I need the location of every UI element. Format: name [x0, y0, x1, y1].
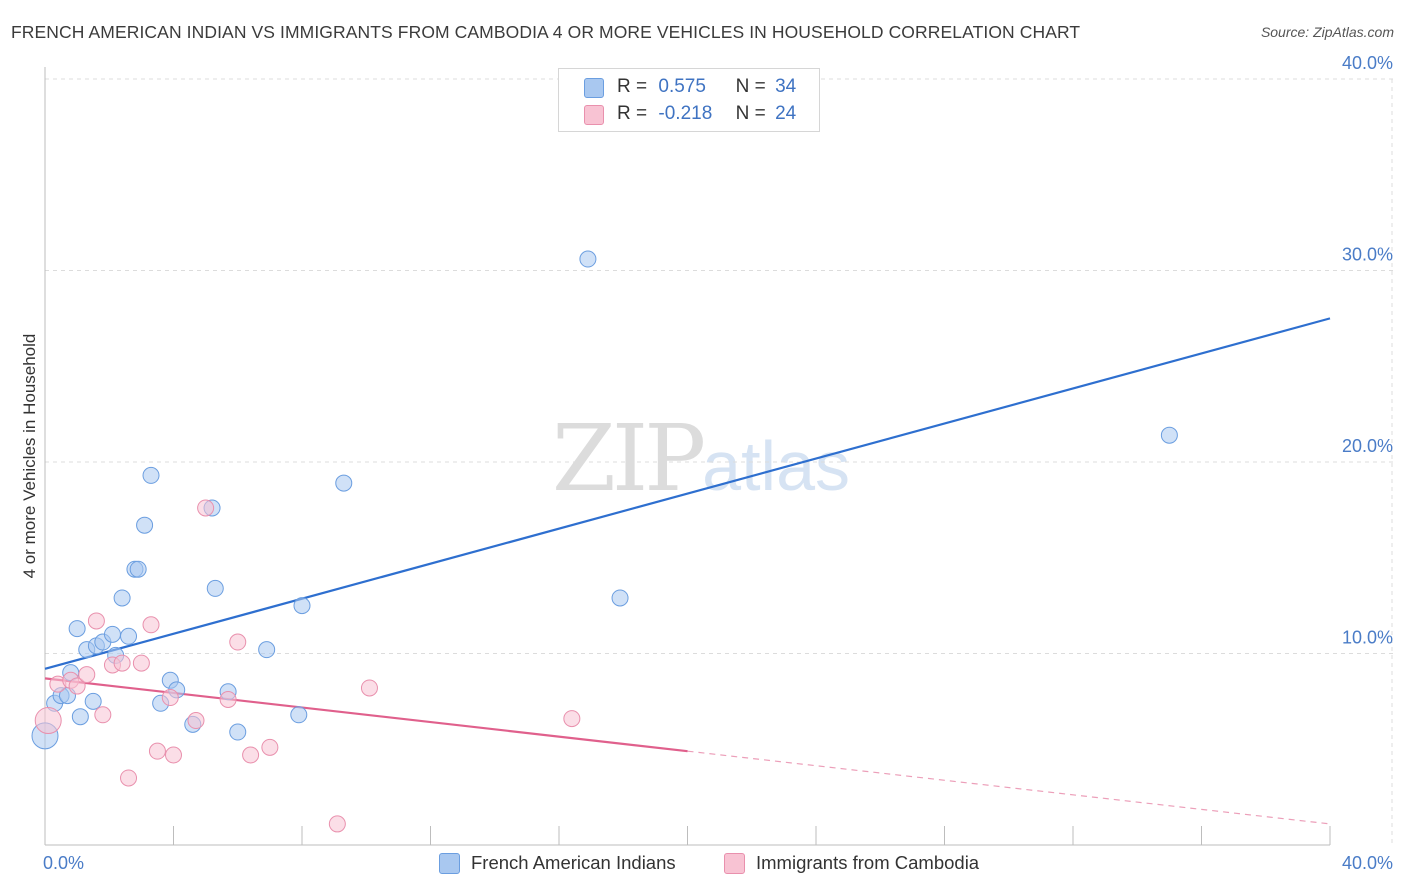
- data-point-series-0: [579, 250, 597, 268]
- data-point-series-1: [242, 746, 260, 764]
- data-point-series-0: [120, 627, 138, 645]
- n-value: 24: [775, 103, 797, 124]
- legend-text: R = 0.575 N = 34: [617, 76, 796, 98]
- data-point-series-0: [136, 516, 154, 534]
- data-point-series-0: [129, 560, 147, 578]
- data-point-series-1: [113, 654, 131, 672]
- watermark-atlas: atlas: [702, 427, 851, 505]
- source-label: Source: ZipAtlas.com: [1260, 24, 1394, 40]
- data-point-series-0: [258, 641, 276, 659]
- data-point-series-0: [103, 625, 121, 643]
- legend-swatch-blue: [584, 78, 604, 98]
- data-point-series-1: [563, 710, 581, 728]
- legend-swatch-pink: [584, 105, 604, 125]
- data-point-series-0: [335, 474, 353, 492]
- data-point-series-1: [120, 769, 138, 787]
- data-point-series-1: [68, 677, 86, 695]
- y-tick-label: 40.0%: [1342, 53, 1393, 73]
- data-point-series-1: [328, 815, 346, 833]
- data-point-series-0: [611, 589, 629, 607]
- data-points: [31, 250, 1178, 833]
- series-name: French American Indians: [471, 852, 676, 873]
- trend-line-extension-1: [687, 750, 1331, 825]
- series-name: Immigrants from Cambodia: [756, 852, 980, 873]
- y-tick-label: 10.0%: [1342, 628, 1393, 648]
- trend-lines: [44, 317, 1331, 825]
- data-point-series-1: [229, 633, 247, 651]
- data-point-series-0: [68, 620, 86, 638]
- data-point-series-1: [142, 616, 160, 634]
- n-label: N =: [735, 103, 766, 124]
- chart-title: FRENCH AMERICAN INDIAN VS IMMIGRANTS FRO…: [11, 22, 1081, 42]
- n-value: 34: [775, 76, 797, 97]
- data-point-series-1: [148, 742, 166, 760]
- watermark: ZIPatlas: [552, 405, 850, 512]
- data-point-series-1: [78, 666, 96, 684]
- r-label: R =: [617, 103, 648, 124]
- data-point-series-0: [84, 692, 102, 710]
- data-point-series-1: [94, 706, 112, 724]
- data-point-series-0: [142, 466, 160, 484]
- r-label: R =: [617, 76, 648, 97]
- y-tick-label: 20.0%: [1342, 436, 1393, 456]
- x-tick-label: 0.0%: [43, 853, 84, 873]
- x-tick-label: 40.0%: [1342, 853, 1393, 873]
- data-point-series-1: [197, 499, 215, 517]
- data-point-series-0: [1160, 426, 1178, 444]
- trend-line-1: [44, 677, 688, 753]
- data-point-series-0: [113, 589, 131, 607]
- watermark-zip: ZIP: [552, 405, 706, 512]
- data-point-series-0: [293, 597, 311, 615]
- r-value: -0.218: [658, 103, 713, 124]
- data-point-series-1: [34, 707, 62, 735]
- y-tick-labels: 10.0% 20.0% 30.0% 40.0%: [1342, 53, 1393, 648]
- correlation-legend: R = 0.575 N = 34 R = -0.218 N = 24: [558, 68, 820, 132]
- data-point-series-1: [132, 654, 150, 672]
- trend-line-0: [44, 317, 1331, 670]
- grid: [45, 78, 1395, 845]
- legend-text: R = -0.218 N = 24: [617, 103, 796, 125]
- data-point-series-1: [87, 612, 105, 630]
- data-point-series-1: [261, 738, 279, 756]
- data-point-series-1: [161, 689, 179, 707]
- data-point-series-1: [360, 679, 378, 697]
- series-swatch-blue: [439, 853, 460, 874]
- data-point-series-1: [219, 690, 237, 708]
- data-point-series-0: [206, 579, 224, 597]
- data-point-series-1: [187, 712, 205, 730]
- data-point-series-0: [71, 708, 89, 726]
- x-tick-labels: 0.0% 40.0%: [43, 853, 1393, 873]
- series-swatch-pink: [724, 853, 745, 874]
- n-label: N =: [735, 76, 766, 97]
- data-point-series-0: [290, 706, 308, 724]
- r-value: 0.575: [658, 76, 706, 97]
- data-point-series-1: [165, 746, 182, 764]
- y-tick-label: 30.0%: [1342, 245, 1393, 265]
- data-point-series-0: [229, 723, 247, 741]
